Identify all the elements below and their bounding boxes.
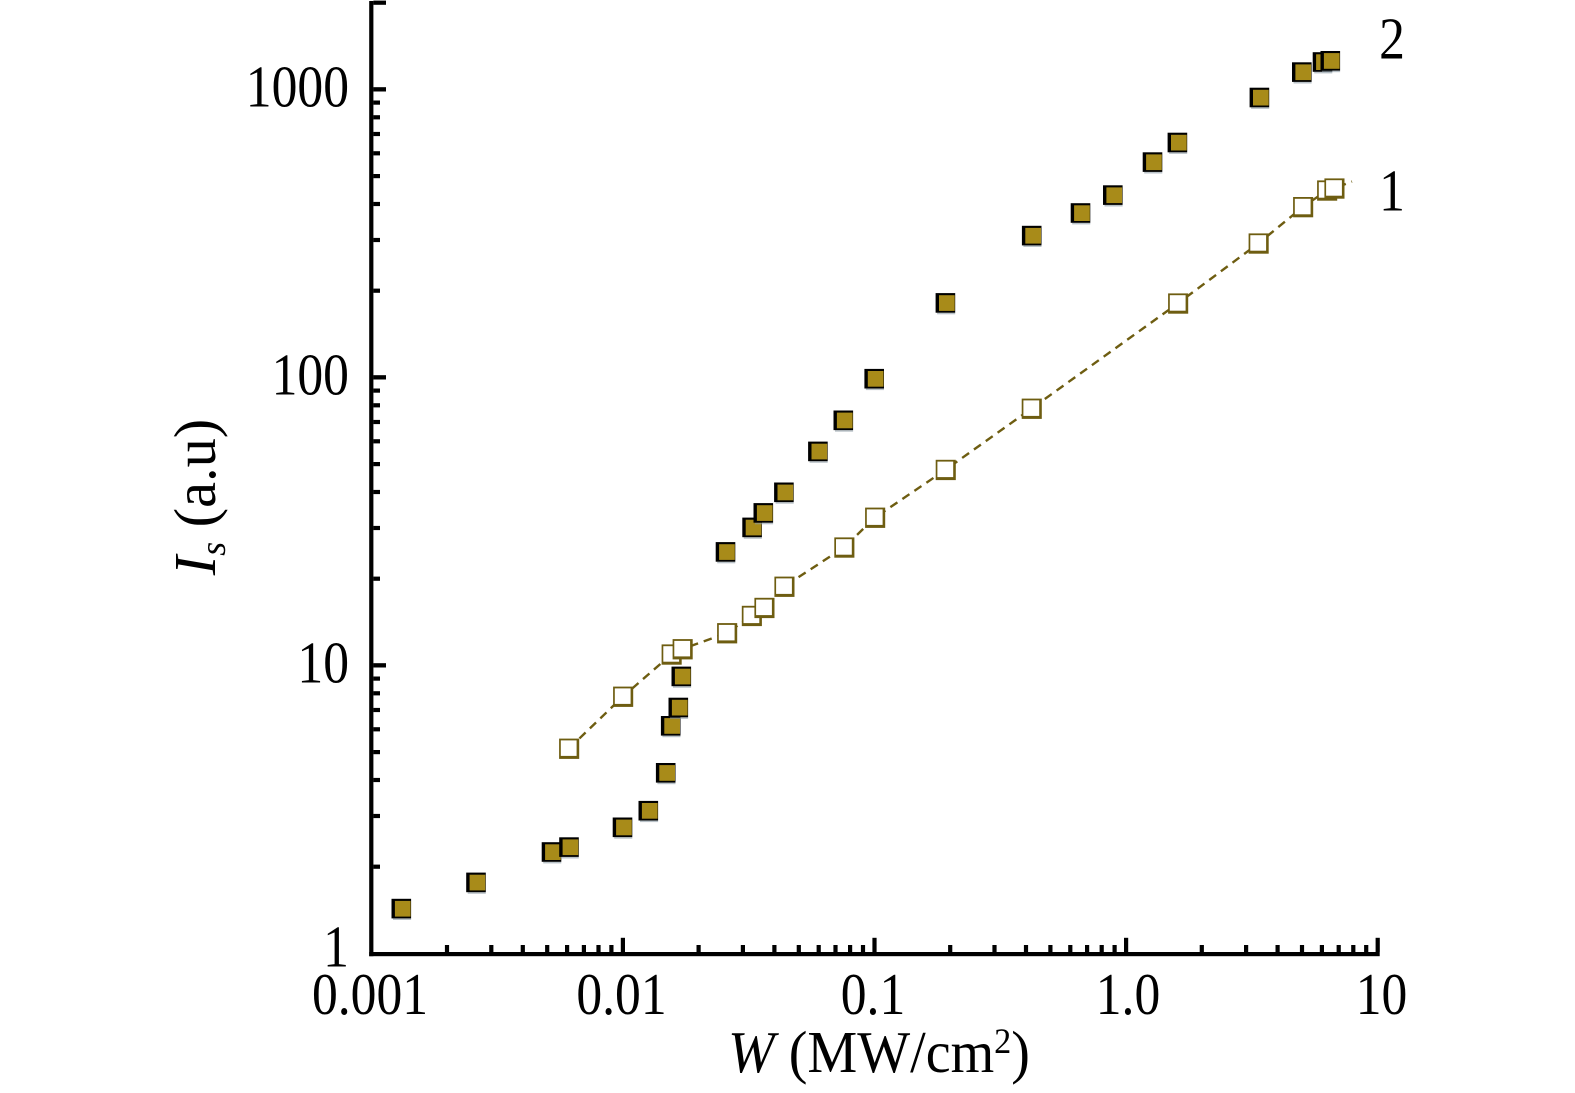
svg-text:W (MW/cm2): W (MW/cm2)	[728, 1021, 1030, 1086]
svg-text:0.001: 0.001	[312, 962, 428, 1027]
svg-text:1: 1	[323, 914, 349, 979]
svg-text:1: 1	[1379, 158, 1405, 223]
svg-text:Is (a.u): Is (a.u)	[163, 419, 233, 577]
svg-text:0.1: 0.1	[841, 962, 906, 1027]
svg-text:0.01: 0.01	[576, 962, 666, 1027]
svg-text:2: 2	[1379, 6, 1405, 71]
svg-text:1.0: 1.0	[1096, 962, 1161, 1027]
svg-text:10: 10	[1356, 962, 1408, 1027]
svg-text:10: 10	[297, 630, 349, 695]
svg-text:1000: 1000	[246, 54, 349, 119]
svg-text:100: 100	[272, 342, 349, 407]
